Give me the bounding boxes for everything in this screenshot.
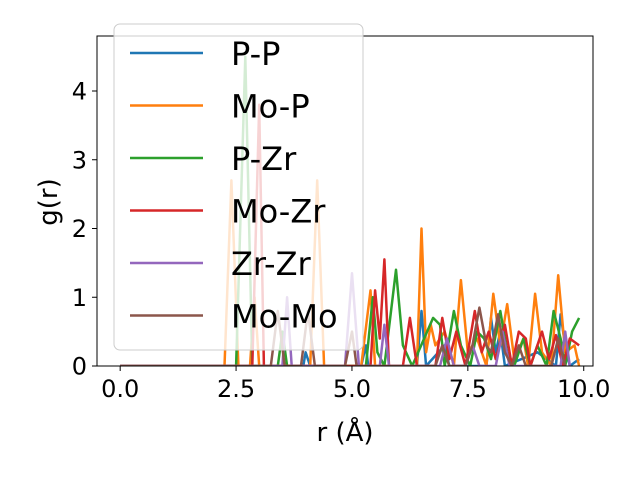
y-tick-label: 1 xyxy=(72,284,87,312)
legend-label-p-p: P-P xyxy=(231,35,280,73)
legend-label-mo-zr: Mo-Zr xyxy=(231,193,326,231)
y-axis-ticks: 0 1 2 3 4 xyxy=(72,78,97,381)
x-tick-label: 0.0 xyxy=(101,375,139,403)
legend-label-mo-mo: Mo-Mo xyxy=(231,298,338,336)
x-tick-label: 5.0 xyxy=(333,375,371,403)
y-tick-label: 4 xyxy=(72,78,87,106)
series-line-p-zr xyxy=(120,55,581,366)
series-line-mo-mo xyxy=(120,306,567,366)
legend-label-zr-zr: Zr-Zr xyxy=(231,245,312,283)
y-tick-label: 3 xyxy=(72,146,87,174)
y-axis-label: g(r) xyxy=(34,178,64,225)
x-tick-label: 2.5 xyxy=(217,375,255,403)
x-tick-label: 10.0 xyxy=(557,375,610,403)
legend-label-p-zr: P-Zr xyxy=(231,140,297,178)
y-tick-label: 2 xyxy=(72,215,87,243)
x-axis-label: r (Å) xyxy=(316,416,373,448)
x-axis-ticks: 0.0 2.5 5.0 7.5 10.0 xyxy=(101,366,610,403)
legend: P-P Mo-P P-Zr Mo-Zr Zr-Zr Mo-Mo xyxy=(113,23,364,351)
legend-label-mo-p: Mo-P xyxy=(231,88,310,126)
y-tick-label: 0 xyxy=(72,353,87,381)
series-layer xyxy=(120,55,581,366)
x-tick-label: 7.5 xyxy=(449,375,487,403)
series-line-p-p xyxy=(120,309,580,366)
series-line-mo-zr xyxy=(120,103,580,366)
